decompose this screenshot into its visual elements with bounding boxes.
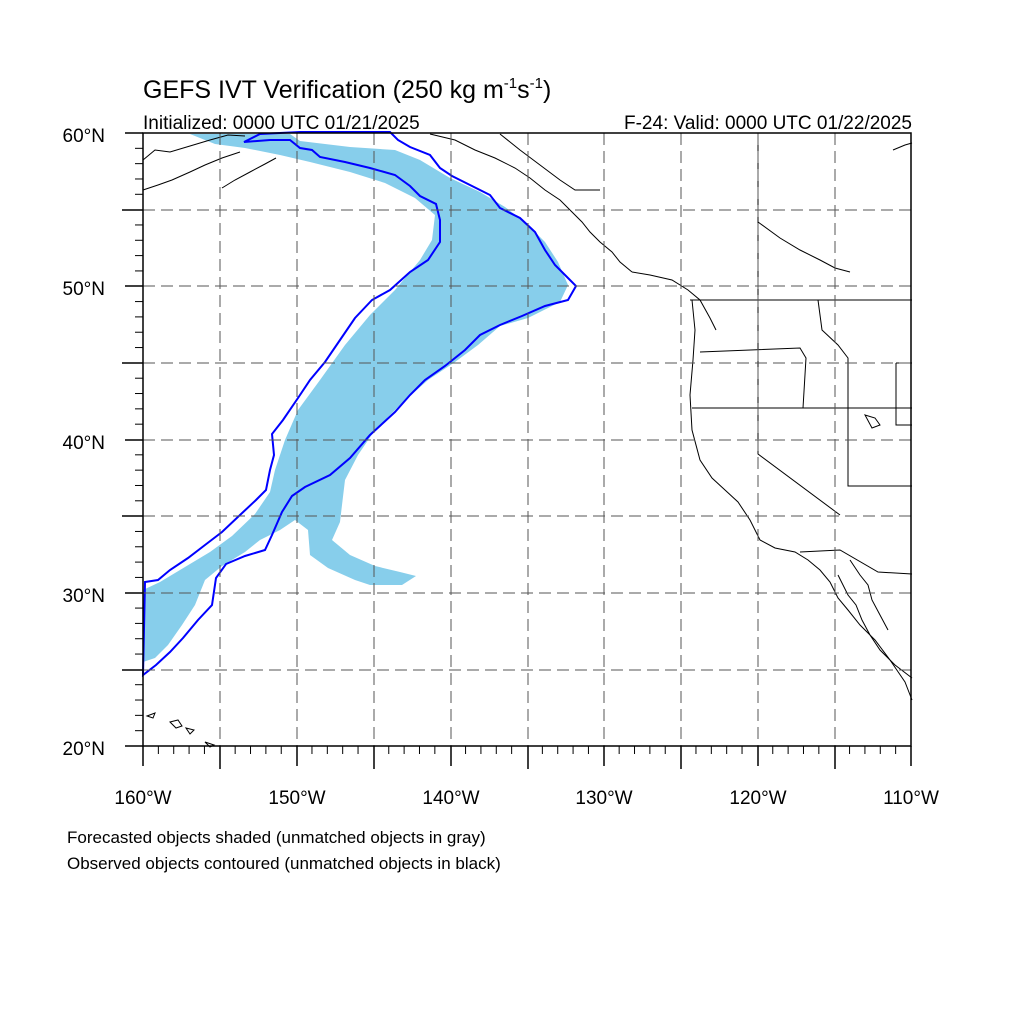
map-title: GEFS IVT Verification (250 kg m-1s-1) [143,75,551,104]
initialized-label: Initialized: 0000 UTC 01/21/2025 [143,113,420,134]
footnote-observed: Observed objects contoured (unmatched ob… [67,854,501,873]
lat-label-30n: 30°N [63,586,105,607]
political-boundaries [690,135,913,575]
lat-label-60n: 60°N [63,126,105,147]
minor-tick-marks [135,147,897,754]
lon-label-120w: 120°W [729,788,786,809]
tick-marks [122,132,912,769]
gridlines [143,133,911,746]
forecast-object-shaded [143,134,568,662]
footnote-forecast: Forecasted objects shaded (unmatched obj… [67,828,486,847]
lat-label-20n: 20°N [63,739,105,760]
lat-label-40n: 40°N [63,433,105,454]
lon-label-150w: 150°W [268,788,325,809]
valid-label: F-24: Valid: 0000 UTC 01/22/2025 [624,113,912,134]
lon-label-130w: 130°W [575,788,632,809]
hawaii-islands [145,712,216,748]
coastlines [142,133,913,701]
lon-label-160w: 160°W [114,788,171,809]
lon-label-140w: 140°W [422,788,479,809]
lat-label-50n: 50°N [63,279,105,300]
lon-label-110w: 110°W [883,788,939,809]
observed-object-contour [141,131,578,678]
